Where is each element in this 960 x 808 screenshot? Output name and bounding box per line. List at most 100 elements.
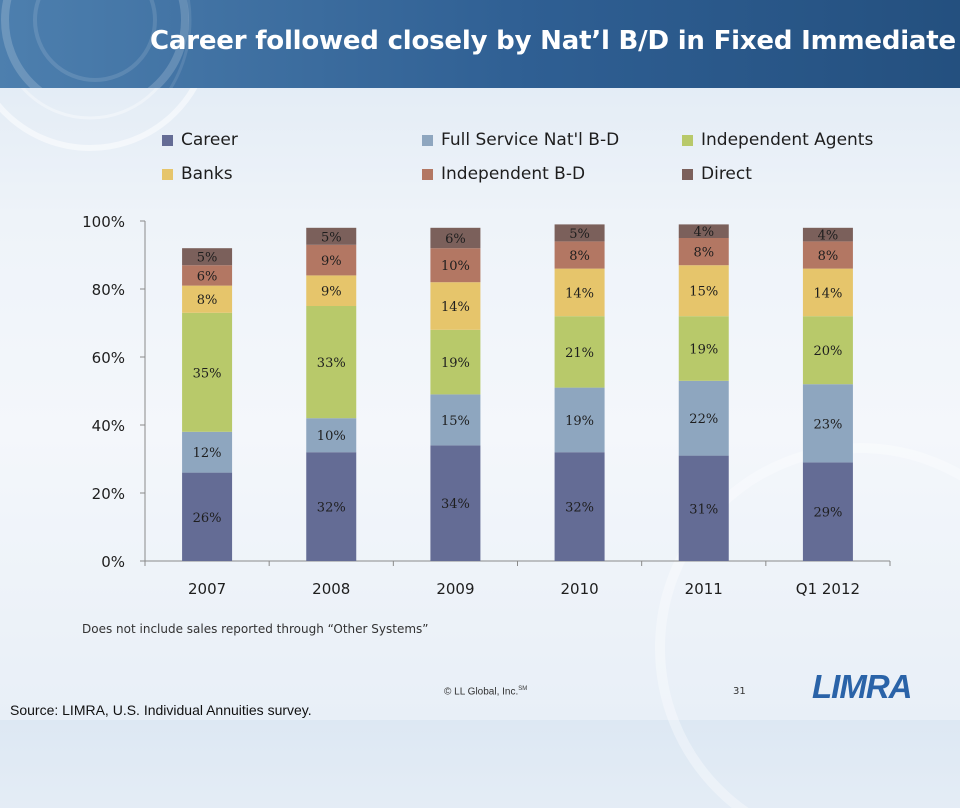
- x-tick-label: 2011: [685, 580, 723, 598]
- copyright-label: © LL Global, Inc.: [444, 686, 519, 698]
- page-number: 31: [733, 686, 746, 697]
- data-label: 29%: [813, 506, 842, 521]
- legend-swatch: [162, 168, 173, 180]
- bar-segment: [430, 329, 481, 395]
- x-tick-label: 2008: [312, 580, 350, 598]
- bar-segment: [678, 316, 729, 381]
- data-label: 8%: [197, 293, 218, 308]
- x-tick-label: 2010: [560, 580, 598, 598]
- bar-segment: [802, 462, 853, 561]
- legend-swatch: [162, 134, 173, 146]
- bar-segment: [306, 306, 357, 419]
- limra-logo: LIMRA: [812, 668, 916, 708]
- data-label: 10%: [441, 259, 470, 274]
- data-label: 14%: [565, 286, 594, 301]
- bar-segment: [430, 394, 481, 446]
- legend-item-full-service: Full Service Nat'l B-D: [422, 130, 619, 150]
- bar-segment: [182, 312, 233, 432]
- bar-segment: [678, 265, 729, 317]
- data-label: 33%: [317, 356, 346, 371]
- legend-label: Banks: [181, 164, 233, 184]
- data-label: 31%: [689, 502, 718, 517]
- legend-item-direct: Direct: [682, 164, 752, 184]
- bar-segment: [430, 248, 481, 283]
- title-bar: Career followed closely by Nat’l B/D in …: [0, 0, 960, 88]
- x-tick-label: Q1 2012: [796, 580, 860, 598]
- data-label: 9%: [321, 254, 342, 269]
- legend-swatch: [422, 168, 433, 180]
- data-label: 21%: [565, 346, 594, 361]
- chart-footnote: Does not include sales reported through …: [82, 622, 429, 636]
- copyright-text: © LL Global, Inc.SM: [444, 686, 527, 697]
- data-label: 6%: [197, 269, 218, 284]
- bar-segment: [306, 418, 357, 453]
- data-label: 8%: [569, 249, 590, 264]
- bar-segment: [182, 265, 233, 286]
- bar-segment: [554, 224, 605, 242]
- logo-text: LIMRA: [812, 668, 912, 705]
- y-tick-label: 20%: [92, 485, 125, 503]
- bar-segment: [554, 268, 605, 317]
- y-tick-label: 60%: [92, 349, 125, 367]
- legend-label: Direct: [701, 164, 752, 184]
- data-label: 23%: [813, 417, 842, 432]
- bar-segment: [430, 227, 481, 249]
- data-label: 4%: [693, 225, 714, 240]
- data-label: 32%: [565, 501, 594, 516]
- bar-segment: [554, 316, 605, 388]
- bar-segment: [678, 224, 729, 238]
- data-label: 19%: [565, 414, 594, 429]
- y-tick-label: 0%: [101, 553, 125, 571]
- data-label: 19%: [441, 356, 470, 371]
- data-label: 9%: [321, 285, 342, 300]
- bar-segment: [182, 431, 233, 473]
- x-tick-label: 2009: [436, 580, 474, 598]
- bar-segment: [182, 472, 233, 561]
- legend-item-banks: Banks: [162, 164, 233, 184]
- bar-segment: [554, 387, 605, 453]
- header-decoration: [1, 0, 192, 88]
- data-label: 10%: [317, 429, 346, 444]
- legend-label: Independent Agents: [701, 130, 874, 150]
- legend-item-career: Career: [162, 130, 238, 150]
- data-label: 15%: [689, 285, 718, 300]
- y-tick-label: 80%: [92, 281, 125, 299]
- bar-segment: [182, 248, 233, 266]
- slide-title: Career followed closely by Nat’l B/D in …: [150, 26, 956, 56]
- data-label: 26%: [193, 511, 222, 526]
- data-label: 15%: [441, 414, 470, 429]
- bar-segment: [554, 241, 605, 269]
- bar-segment: [802, 316, 853, 385]
- data-label: 5%: [569, 227, 590, 242]
- data-label: 14%: [813, 286, 842, 301]
- x-tick-label: 2007: [188, 580, 226, 598]
- bar-segment: [430, 282, 481, 330]
- legend-swatch: [422, 134, 433, 146]
- data-label: 6%: [445, 232, 466, 247]
- data-label: 19%: [689, 343, 718, 358]
- legend-label: Career: [181, 130, 238, 150]
- bar-segment: [182, 285, 233, 313]
- data-label: 8%: [693, 246, 714, 261]
- legend-swatch: [682, 134, 693, 146]
- data-label: 34%: [441, 497, 470, 512]
- data-label: 32%: [317, 501, 346, 516]
- data-label: 5%: [197, 251, 218, 266]
- data-label: 22%: [689, 412, 718, 427]
- data-label: 14%: [441, 300, 470, 315]
- source-citation: Source: LIMRA, U.S. Individual Annuities…: [10, 702, 312, 718]
- service-mark: SM: [518, 686, 528, 692]
- bar-segment: [554, 452, 605, 561]
- y-tick-label: 100%: [82, 213, 125, 231]
- bar-segment: [306, 275, 357, 306]
- bar-segment: [430, 445, 481, 561]
- bar-segment: [678, 380, 729, 456]
- bar-segment: [678, 238, 729, 266]
- bar-segment: [802, 384, 853, 463]
- legend-swatch: [682, 168, 693, 180]
- data-label: 8%: [818, 249, 839, 264]
- bar-segment: [802, 227, 853, 242]
- legend-item-independent-agents: Independent Agents: [682, 130, 873, 150]
- data-label: 4%: [818, 229, 839, 244]
- data-label: 12%: [193, 446, 222, 461]
